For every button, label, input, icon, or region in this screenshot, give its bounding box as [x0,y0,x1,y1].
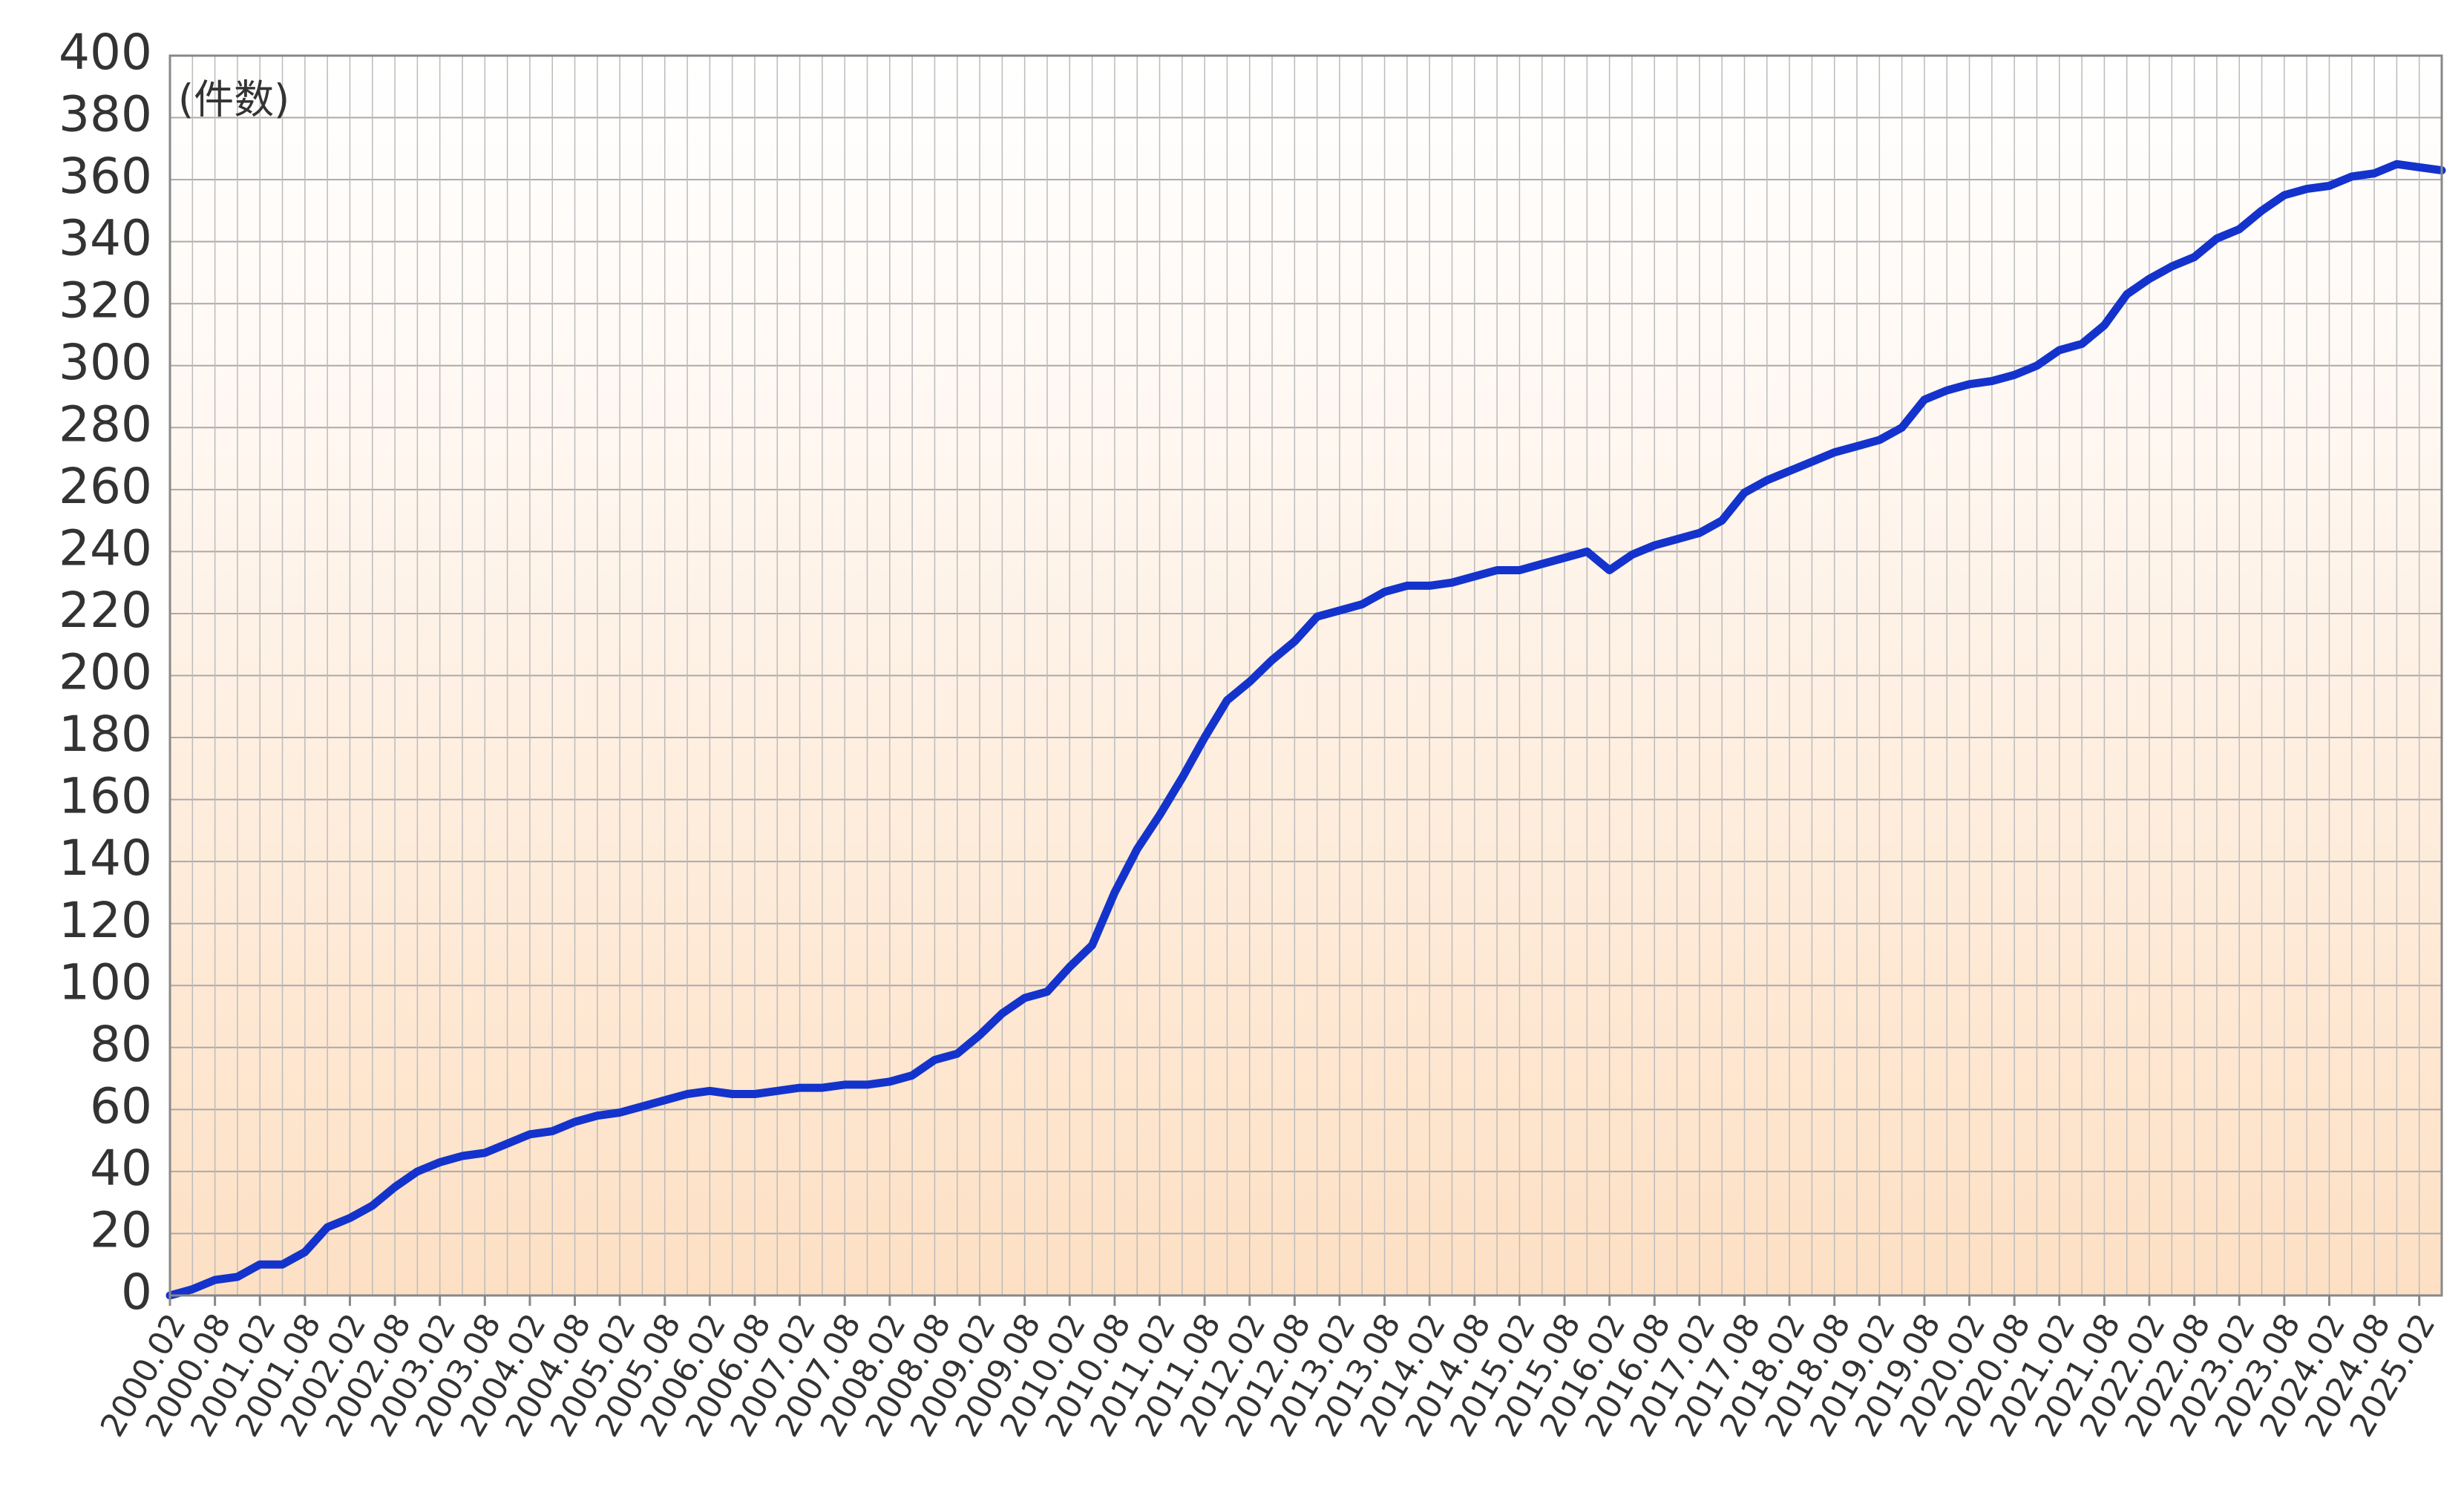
y-tick-label: 280 [59,395,152,453]
y-tick-label: 340 [59,210,152,267]
y-tick-label: 260 [59,458,152,515]
y-tick-label: 140 [59,830,152,887]
y-tick-label: 220 [59,582,152,639]
y-tick-label: 100 [59,953,152,1011]
line [166,160,2446,1300]
plot-frame [168,54,2443,1297]
y-tick-label: 320 [59,272,152,329]
y-tick-label: 360 [59,148,152,205]
y-tick-label: 300 [59,334,152,391]
y-tick-label: 400 [59,24,152,81]
y-tick-label: 240 [59,519,152,577]
y-tick-label: 380 [59,86,152,143]
y-tick-label: 60 [90,1077,152,1134]
y-tick-label: 180 [59,706,152,763]
y-tick-label: 0 [121,1264,152,1321]
marks [166,160,2446,1300]
y-tick-label: 80 [90,1016,152,1073]
y-tick-label: 200 [59,644,152,701]
y-tick-label: 20 [90,1202,152,1259]
y-tick-label: 160 [59,768,152,825]
grid [169,55,2442,1296]
y-tick-label: 40 [90,1140,152,1197]
y-tick-label: 120 [59,892,152,949]
annotation: (件数) [178,76,289,123]
